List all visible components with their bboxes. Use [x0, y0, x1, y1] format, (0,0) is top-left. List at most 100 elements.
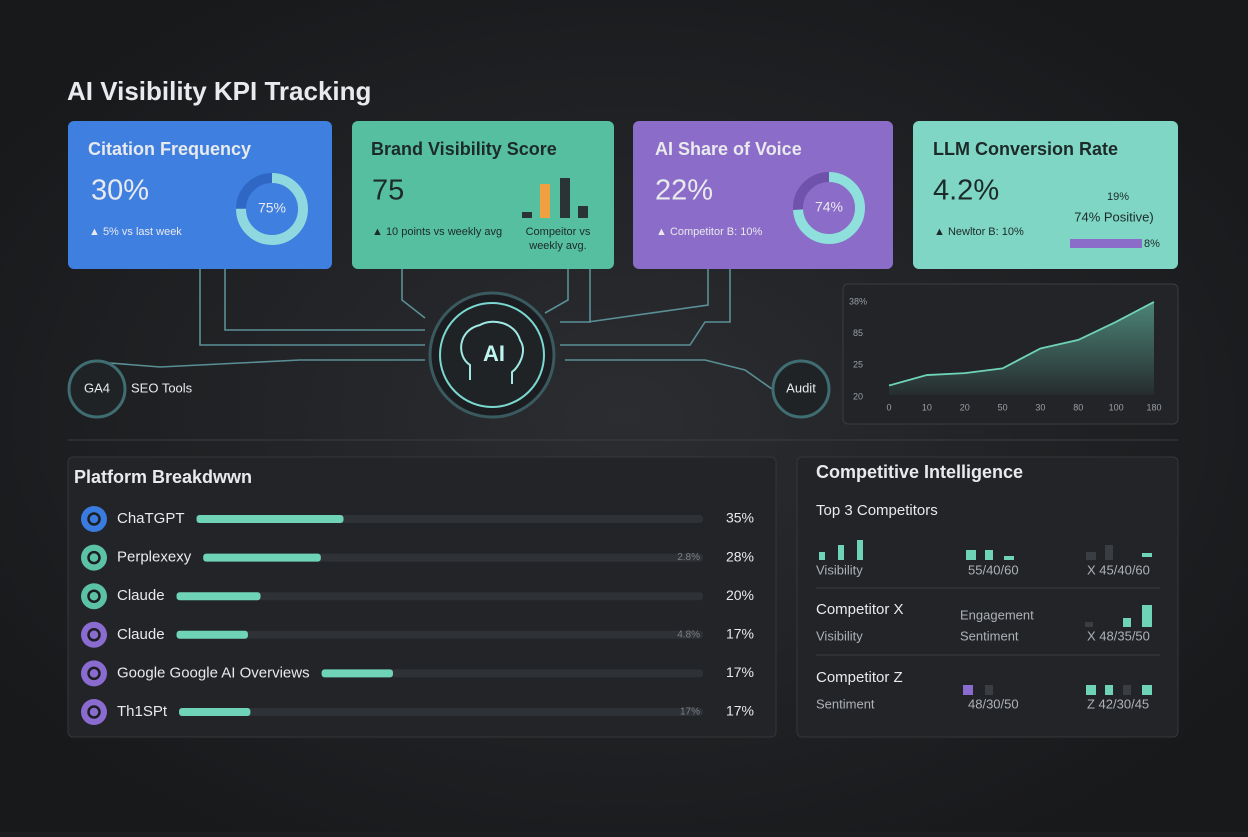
row-mid: Engagement: [960, 607, 1034, 622]
platform-name: Google Google AI Overviews: [117, 664, 310, 681]
x-tick-label: 80: [1073, 402, 1083, 412]
card-title: Citation Frequency: [88, 139, 251, 159]
badge-label: Audit: [786, 380, 816, 395]
card-title: Brand Visibility Score: [371, 139, 557, 159]
panel-subtitle: Top 3 Competitors: [816, 502, 938, 519]
panel-title: Competitive Intelligence: [816, 462, 1023, 482]
card-note: weekly avg.: [528, 240, 586, 252]
platform-name: Th1SPt: [117, 703, 168, 720]
x-tick-label: 30: [1035, 402, 1045, 412]
platform-value: 17%: [726, 664, 754, 680]
row-name: Competitor X: [816, 601, 904, 618]
x-tick-label: 50: [998, 402, 1008, 412]
row-right: X 48/35/50: [1087, 628, 1150, 643]
platform-icon-glyph: [87, 628, 101, 642]
platform-icon: [81, 583, 107, 610]
x-tick-label: 100: [1109, 402, 1124, 412]
card: LLM Conversion Rate 4.2% ▲ Newltor B: 10…: [913, 121, 1178, 269]
platform-icon: [81, 699, 107, 725]
bar: [179, 708, 251, 716]
badge-text: SEO Tools: [131, 380, 193, 395]
platform-name: Claude: [117, 587, 165, 604]
card-bg: [913, 121, 1178, 269]
platform-icon: [81, 544, 107, 571]
platform-name: Perplexexy: [117, 549, 192, 566]
bar-ghost-label: 4.8%: [677, 629, 700, 640]
card: Brand Visibility Score 75 ▲ 10 points vs…: [352, 121, 614, 269]
card: Citation Frequency 30% ▲ 5% vs last week…: [68, 121, 332, 269]
card-value: 30%: [91, 175, 149, 207]
circuit: AI GA4 SEO Tools Audit: [67, 269, 831, 419]
donut: 74%: [793, 172, 865, 244]
donut-label: 74%: [815, 199, 843, 215]
row-right: X 45/40/60: [1087, 562, 1150, 577]
bar-track: [321, 669, 703, 678]
row-label: Visibility: [816, 562, 863, 577]
competitive: Competitive Intelligence Top 3 Competito…: [816, 462, 1160, 711]
side-label: 19%: [1107, 191, 1129, 203]
platform-icon: [81, 621, 107, 648]
card-value: 22%: [655, 175, 713, 207]
bar-ghost-label: 17%: [680, 707, 700, 718]
row-label: Visibility: [816, 628, 863, 643]
row-mid: 55/40/60: [968, 562, 1019, 577]
platform-value: 20%: [726, 587, 754, 603]
bar-track: [176, 592, 703, 601]
donut-label: 75%: [258, 200, 286, 216]
card-bg: [633, 121, 893, 269]
x-tick-label: 0: [886, 402, 891, 412]
card-delta: ▲ Competitor B: 10%: [656, 226, 762, 238]
card: AI Share of Voice 22% ▲ Competitor B: 10…: [633, 121, 893, 269]
bar-ghost-label: 2.8%: [677, 552, 700, 563]
donut-arc: [236, 173, 308, 245]
platform-icon: [81, 660, 107, 687]
platform-icon-glyph: [87, 666, 101, 681]
donut-arc: [793, 172, 865, 244]
row-label: Sentiment: [816, 696, 875, 711]
x-tick-label: 180: [1146, 402, 1161, 412]
bar: [203, 553, 321, 562]
side-label: 8%: [1144, 238, 1160, 250]
platform-name: ChaTGPT: [117, 510, 185, 527]
bar: [196, 515, 344, 523]
platform-icon-glyph: [87, 705, 101, 719]
side-label: 74% Positive): [1074, 209, 1153, 224]
bar: [176, 592, 261, 601]
trend-line: [888, 301, 1155, 387]
platform-list: ChaTGPT 35% Perplexexy 2.8% 28% Claude 20% Clau…: [81, 506, 754, 725]
card-value: 4.2%: [933, 175, 999, 207]
platform-value: 17%: [726, 626, 754, 642]
row-mid: Sentiment: [960, 628, 1019, 643]
trend-chart: 38% 85 25 20 0 10 20 50 30 80 100 180: [849, 296, 1162, 412]
platform-name: Claude: [117, 626, 165, 643]
x-tick-label: 10: [922, 402, 932, 412]
donut: 75%: [236, 173, 308, 245]
card-title: LLM Conversion Rate: [933, 139, 1118, 159]
hub-core: [439, 302, 545, 408]
trend-area: [889, 301, 1154, 395]
page-title: AI Visibility KPI Tracking: [67, 76, 371, 106]
card-delta: ▲ 10 points vs weekly avg: [372, 226, 502, 238]
bar-track: [176, 630, 703, 639]
hub-label: AI: [483, 341, 505, 366]
platform-icon-glyph: [87, 550, 101, 565]
platform-value: 35%: [726, 510, 754, 526]
card-delta: ▲ 5% vs last week: [89, 226, 182, 238]
bar: [176, 630, 248, 639]
card-delta: ▲ Newltor B: 10%: [934, 226, 1024, 238]
platform-icon-glyph: [87, 512, 101, 526]
y-tick-label: 25: [853, 360, 863, 370]
card-bg: [68, 121, 332, 269]
card-bg: [352, 121, 614, 269]
competitive-panel: [796, 456, 1179, 738]
platform-icon-glyph: [87, 589, 101, 603]
bar-track: [203, 553, 703, 562]
platform-value: 17%: [726, 703, 754, 719]
panel-title: Platform Breakdwwn: [74, 467, 252, 487]
card-note: Compeitor vs: [526, 226, 591, 238]
platform-value: 28%: [726, 548, 754, 564]
side-bar: [1070, 239, 1142, 248]
card-value: 75: [372, 175, 404, 207]
bar-track: [179, 708, 703, 716]
bar: [321, 669, 394, 678]
